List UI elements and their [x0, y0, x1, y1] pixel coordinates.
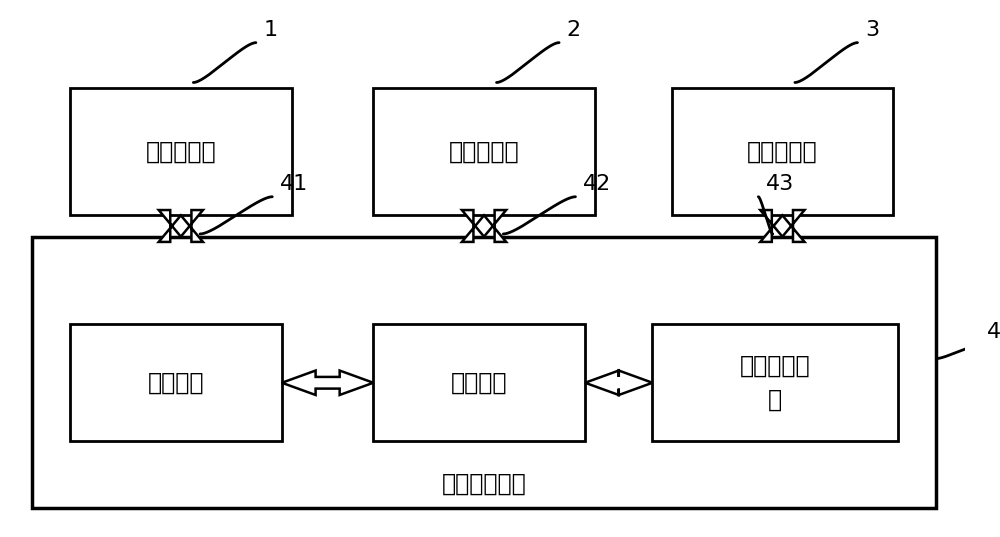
- Polygon shape: [159, 210, 203, 242]
- Text: 41: 41: [280, 174, 308, 194]
- Text: 4: 4: [987, 322, 1000, 343]
- Polygon shape: [282, 371, 373, 395]
- Polygon shape: [462, 210, 506, 242]
- Text: 采样模块: 采样模块: [148, 371, 204, 395]
- Text: 控制模块: 控制模块: [451, 371, 507, 395]
- Bar: [32, 237, 936, 507]
- Text: 边缘计算装置: 边缘计算装置: [442, 471, 526, 496]
- Text: 配电变压器: 配电变压器: [449, 140, 519, 164]
- Text: 3: 3: [865, 20, 879, 40]
- Bar: [652, 324, 898, 441]
- Text: 高压断路器: 高压断路器: [146, 140, 216, 164]
- Text: 2: 2: [567, 20, 581, 40]
- Bar: [70, 88, 292, 215]
- Polygon shape: [585, 371, 652, 395]
- Text: 下行通信装
置: 下行通信装 置: [740, 354, 810, 411]
- Text: 智能断路器: 智能断路器: [747, 140, 818, 164]
- Bar: [672, 88, 893, 215]
- Bar: [373, 324, 585, 441]
- Text: 42: 42: [583, 174, 611, 194]
- Bar: [373, 88, 595, 215]
- Text: 1: 1: [264, 20, 278, 40]
- Polygon shape: [760, 210, 805, 242]
- Bar: [70, 324, 282, 441]
- Text: 43: 43: [766, 174, 794, 194]
